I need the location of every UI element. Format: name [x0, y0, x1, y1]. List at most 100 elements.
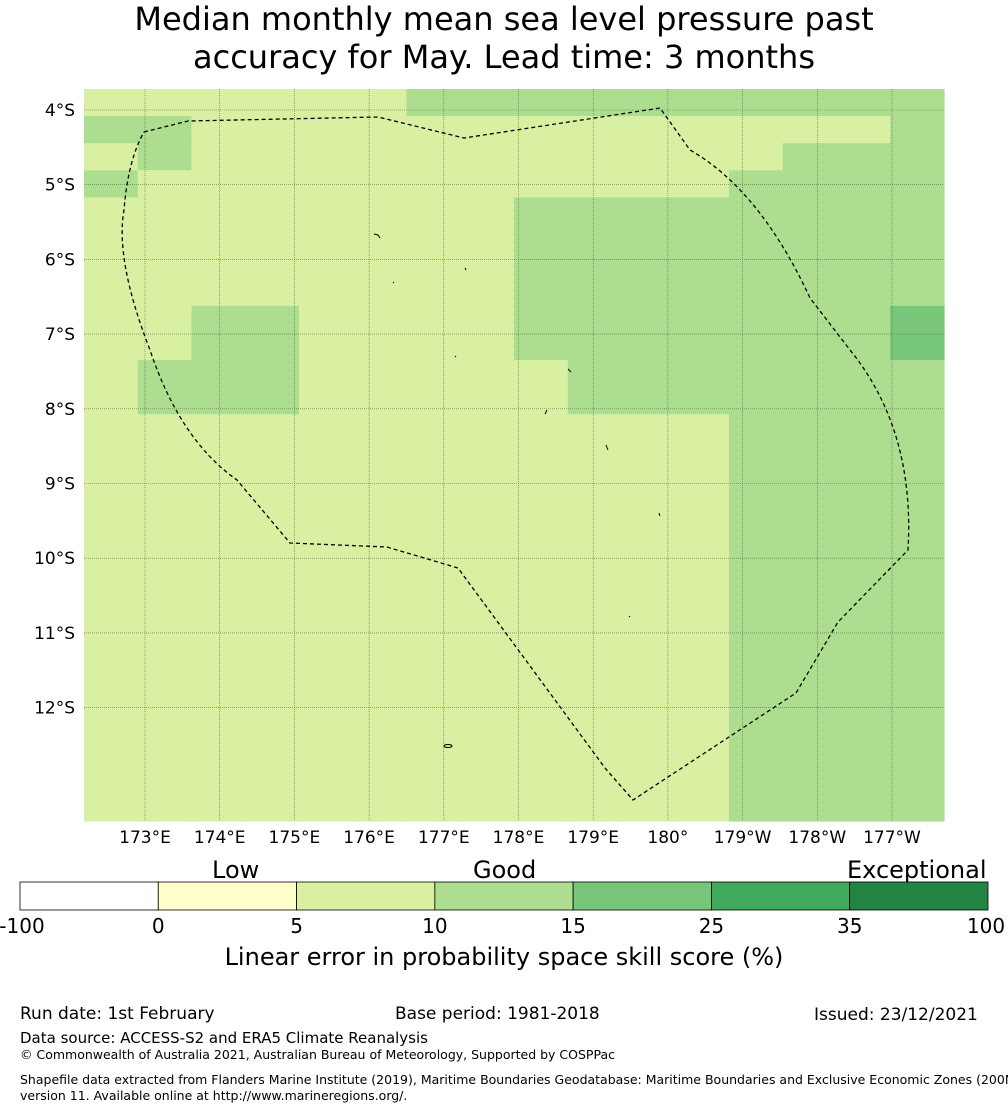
grid-cell	[836, 387, 891, 415]
grid-cell	[890, 89, 945, 117]
grid-cell	[836, 712, 891, 741]
grid-cell	[675, 116, 730, 144]
colorbar-tick-label: -100	[0, 914, 45, 938]
grid-cell	[782, 793, 838, 822]
grid-cell	[406, 658, 461, 687]
grid-cell	[729, 793, 784, 822]
grid-cell	[460, 658, 515, 687]
grid-cell	[675, 766, 730, 795]
grid-cell	[567, 468, 623, 497]
grid-cell	[460, 251, 515, 280]
grid-cell	[245, 197, 300, 226]
grid-cell	[836, 685, 891, 714]
colorbar-segment	[711, 881, 851, 911]
grid-cell	[675, 170, 730, 199]
grid-cell	[621, 604, 676, 632]
grid-cell	[352, 793, 408, 822]
grid-cell	[729, 685, 784, 714]
grid-cell	[729, 251, 784, 280]
latitude-label: 5°S	[45, 176, 75, 196]
grid-cell	[406, 685, 461, 714]
grid-cell	[352, 685, 408, 714]
grid-cell	[782, 604, 838, 632]
grid-cell	[621, 441, 676, 470]
grid-cell	[137, 197, 193, 226]
grid-cell	[460, 387, 515, 415]
grid-cell	[352, 89, 408, 117]
grid-cell	[890, 116, 945, 144]
grid-cell	[137, 604, 193, 632]
grid-cell	[729, 360, 784, 388]
latitude-label: 8°S	[45, 400, 75, 420]
grid-cell	[460, 89, 515, 117]
grid-cell	[514, 604, 569, 632]
latitude-label: 10°S	[34, 549, 75, 569]
grid-cell	[782, 739, 838, 768]
grid-cell	[567, 658, 623, 687]
grid-cell	[782, 414, 838, 443]
grid-cell	[675, 685, 730, 714]
grid-cell	[352, 333, 408, 361]
grid-cell	[352, 468, 408, 497]
grid-cell	[567, 522, 623, 551]
grid-cell	[675, 495, 730, 524]
grid-cell	[675, 577, 730, 605]
grid-cell	[890, 197, 945, 226]
grid-cell	[567, 793, 623, 822]
grid-cell	[890, 360, 945, 388]
grid-cell	[191, 278, 246, 307]
grid-cell	[621, 305, 676, 334]
grid-cell	[245, 116, 300, 144]
longitude-label: 173°E	[119, 828, 171, 848]
grid-cell	[460, 333, 515, 361]
grid-cell	[675, 739, 730, 768]
grid-cell	[836, 522, 891, 551]
grid-cell	[137, 766, 193, 795]
grid-cell	[675, 631, 730, 659]
grid-cell	[567, 577, 623, 605]
grid-cell	[299, 604, 354, 632]
grid-cell	[890, 766, 945, 795]
grid-cell	[299, 251, 354, 280]
grid-cell	[514, 549, 569, 578]
colorbar-exceptional-label: Exceptional	[847, 856, 987, 884]
grid-cell	[567, 333, 623, 361]
grid-cell	[84, 739, 139, 768]
grid-cell	[460, 766, 515, 795]
grid-cell	[567, 170, 623, 199]
grid-cell	[729, 441, 784, 470]
grid-cell	[352, 495, 408, 524]
grid-cell	[782, 441, 838, 470]
grid-cell	[191, 468, 246, 497]
grid-cell	[406, 89, 461, 117]
grid-cell	[299, 577, 354, 605]
grid-cell	[621, 170, 676, 199]
shapefile-credit-line-1: Shapefile data extracted from Flanders M…	[20, 1072, 1008, 1087]
longitude-label: 177°E	[418, 828, 470, 848]
grid-cell	[782, 549, 838, 578]
colorbar-segment	[157, 881, 297, 911]
grid-cell	[836, 305, 891, 334]
grid-cell	[782, 116, 838, 144]
grid-cell	[782, 143, 838, 171]
grid-cell	[245, 305, 300, 334]
colorbar-tick-label: 0	[151, 914, 165, 938]
grid-cell	[299, 495, 354, 524]
grid-cell	[782, 658, 838, 687]
grid-cell	[137, 468, 193, 497]
longitude-label: 174°E	[194, 828, 246, 848]
grid-cell	[84, 441, 139, 470]
grid-cell	[406, 197, 461, 226]
grid-cell	[782, 522, 838, 551]
grid-cell	[514, 441, 569, 470]
grid-cell	[890, 604, 945, 632]
grid-cell	[352, 305, 408, 334]
grid-cell	[675, 197, 730, 226]
grid-cell	[137, 495, 193, 524]
grid-cell	[782, 278, 838, 307]
grid-cell	[406, 360, 461, 388]
colorbar-segment	[19, 881, 159, 911]
grid-cell	[729, 143, 784, 171]
grid-cell	[782, 468, 838, 497]
grid-cell	[84, 604, 139, 632]
